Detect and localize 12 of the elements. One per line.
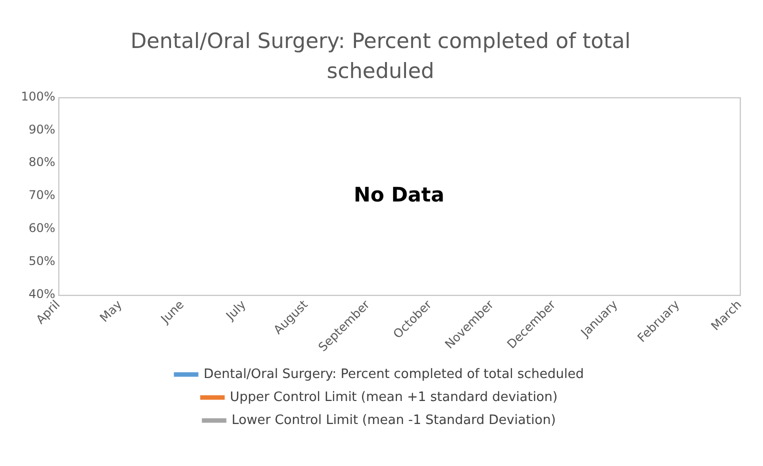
y-tick-label: 60% xyxy=(28,221,56,236)
legend-label: Upper Control Limit (mean +1 standard deviation) xyxy=(230,390,558,405)
legend-label: Lower Control Limit (mean -1 Standard Deviation) xyxy=(232,412,556,428)
annotation: No Data xyxy=(354,182,444,206)
legend-label: Dental/Oral Surgery: Percent completed of total scheduled xyxy=(204,366,584,382)
y-tick-label: 80% xyxy=(28,155,56,170)
y-tick-label: 40% xyxy=(28,286,56,301)
y-tick-label: 90% xyxy=(28,122,56,136)
y-tick-label: 100% xyxy=(20,89,56,104)
y-tick-label: 70% xyxy=(28,188,56,202)
chart-title: Dental/Oral Surgery: Percent completed of total scheduled xyxy=(129,28,632,86)
y-tick-label: 50% xyxy=(28,254,56,268)
